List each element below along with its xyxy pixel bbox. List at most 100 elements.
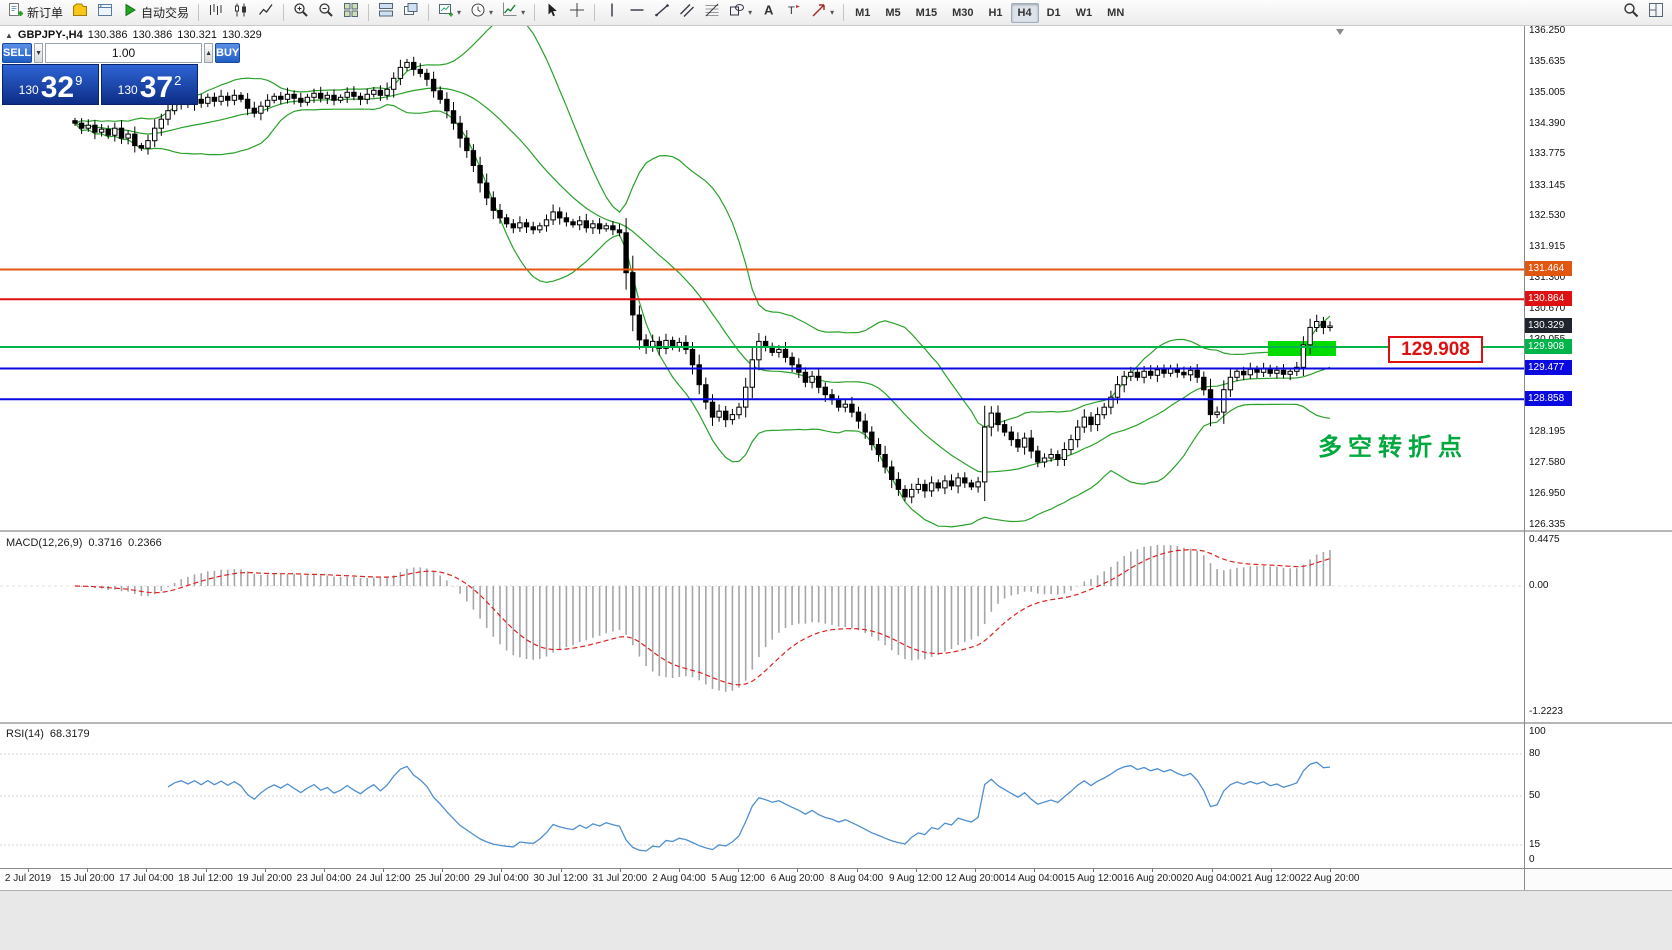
time-axis-label: 14 Aug 04:00 — [1004, 873, 1064, 884]
channel-button[interactable] — [675, 2, 699, 24]
volume-input[interactable] — [45, 43, 203, 63]
profiles-menu-button[interactable]: ▾ — [466, 2, 497, 24]
time-axis-tick — [974, 869, 976, 872]
terminal-button[interactable] — [93, 2, 117, 24]
time-axis-label: 12 Aug 20:00 — [945, 873, 1005, 884]
price-tag: 129.477 — [1525, 360, 1572, 376]
turning-point-note[interactable]: 多空转折点 — [1318, 434, 1468, 461]
sell-price-sup: 9 — [75, 73, 83, 88]
buy-price-prefix: 130 — [117, 83, 138, 97]
chart-line-button[interactable] — [254, 2, 278, 24]
vertical-line-button[interactable] — [600, 2, 624, 24]
price-level-label-box[interactable]: 129.908 — [1388, 336, 1483, 363]
text-icon: A — [761, 2, 777, 23]
timeframe-m15[interactable]: M15 — [915, 6, 938, 19]
crosshair-icon — [569, 2, 585, 23]
arrows-icon — [811, 2, 827, 23]
price-tag: 128.858 — [1525, 391, 1572, 407]
timeframe-w1[interactable]: W1 — [1075, 6, 1093, 19]
search-button[interactable] — [1619, 2, 1643, 24]
time-axis-tick — [1152, 869, 1154, 872]
price-scale[interactable]: 136.250 135.635 135.005 134.390 133.775 133.1… — [1525, 25, 1672, 890]
window-layout-button[interactable] — [1644, 2, 1668, 24]
horizontal-line-button[interactable] — [625, 2, 649, 24]
ohlc-high: 130.386 — [132, 29, 173, 41]
timeframe-mn[interactable]: MN — [1107, 6, 1125, 19]
crosshair-button[interactable] — [565, 2, 589, 24]
macd-signal-value: 0.2366 — [128, 537, 162, 549]
time-axis-tick — [501, 869, 503, 872]
macd-indicator-canvas[interactable] — [0, 532, 1524, 722]
tile-windows-button[interactable] — [374, 2, 398, 24]
sell-price-prefix: 130 — [18, 83, 39, 97]
text-label-button[interactable]: T — [782, 2, 806, 24]
timeframe-m1[interactable]: M1 — [855, 6, 871, 19]
price-tick-label: 136.250 — [1529, 25, 1566, 36]
buy-price-big: 37 — [139, 71, 174, 104]
sell-price-display[interactable]: 130 32 9 — [2, 64, 99, 105]
zoom-out-icon — [318, 2, 334, 23]
cursor-button[interactable] — [540, 2, 564, 24]
time-axis-tick — [442, 869, 444, 872]
buy-button[interactable]: BUY — [215, 43, 241, 63]
timeframe-d1[interactable]: D1 — [1046, 6, 1061, 19]
autotrade-button[interactable]: 自动交易 — [118, 2, 193, 24]
toolbar-separator — [428, 4, 430, 21]
timeframe-m30[interactable]: M30 — [952, 6, 974, 19]
macd-main-value: 0.3716 — [88, 537, 123, 549]
one-click-collapse-icon[interactable]: ▲ — [5, 30, 13, 40]
symbol-info-line: ▲ GBPJPY-,H4 130.386 130.386 130.321 130… — [5, 29, 262, 41]
indicators-button[interactable]: ▾ — [498, 2, 529, 24]
chart-bars-icon — [208, 2, 224, 23]
time-axis-label: 30 Jul 12:00 — [533, 873, 588, 884]
zoom-out-button[interactable] — [314, 2, 338, 24]
shapes-icon — [729, 2, 745, 23]
chevron-down-icon: ▾ — [830, 8, 835, 17]
time-axis-tick — [264, 869, 266, 872]
trendline-button[interactable] — [650, 2, 674, 24]
buy-price-display[interactable]: 130 37 2 — [101, 64, 198, 105]
volume-decrease-button[interactable]: ▼ — [34, 43, 44, 63]
panel-divider[interactable] — [0, 722, 1672, 724]
chevron-down-icon: ▾ — [521, 8, 526, 17]
arrows-button[interactable]: ▾ — [807, 2, 838, 24]
price-tag: 130.864 — [1525, 291, 1572, 307]
time-axis-tick — [679, 869, 680, 872]
chart-shift-marker[interactable] — [1336, 29, 1344, 35]
rsi-scale-label: 80 — [1529, 748, 1541, 759]
new-order-button[interactable]: 新订单 — [4, 2, 67, 24]
time-axis-tick — [856, 869, 858, 872]
sell-button[interactable]: SELL — [2, 43, 33, 63]
price-chart-canvas[interactable] — [0, 16, 1524, 530]
macd-scale-label: -1.2223 — [1529, 705, 1563, 717]
panel-divider[interactable] — [0, 530, 1672, 532]
price-tick-label: 131.915 — [1529, 240, 1566, 252]
time-axis-tick — [1270, 869, 1272, 872]
time-axis-tick — [1034, 869, 1036, 872]
price-tick-label: 130.670 — [1529, 303, 1566, 314]
time-axis[interactable]: 2 Jul 2019 15 Jul 20:00 17 Jul 04:00 18 Jul… — [0, 869, 1672, 890]
cascade-windows-icon — [403, 2, 419, 23]
profiles-button[interactable] — [68, 2, 92, 24]
rsi-indicator-canvas[interactable] — [0, 724, 1524, 868]
chart-candles-button[interactable] — [229, 2, 253, 24]
timeframe-m5[interactable]: M5 — [885, 6, 901, 19]
timeframe-h1[interactable]: H1 — [988, 6, 1003, 19]
time-axis-label: 29 Jul 04:00 — [474, 873, 529, 884]
cascade-windows-button[interactable] — [399, 2, 423, 24]
toolbar-separator — [594, 4, 596, 21]
timeframe-h4[interactable]: H4 — [1010, 2, 1039, 23]
fibonacci-icon — [704, 2, 720, 23]
zoom-in-button[interactable] — [289, 2, 313, 24]
text-label-icon: T — [786, 2, 802, 23]
text-button[interactable]: A — [757, 2, 781, 24]
chart-bars-button[interactable] — [204, 2, 228, 24]
new-chart-button[interactable]: ▾ — [434, 2, 465, 24]
volume-increase-button[interactable]: ▲ — [204, 43, 213, 63]
auto-arrange-button[interactable] — [339, 2, 363, 24]
fibonacci-button[interactable] — [700, 2, 724, 24]
shapes-button[interactable]: ▾ — [725, 2, 756, 24]
price-tick-label: 133.145 — [1529, 179, 1566, 191]
search-icon — [1623, 2, 1639, 23]
